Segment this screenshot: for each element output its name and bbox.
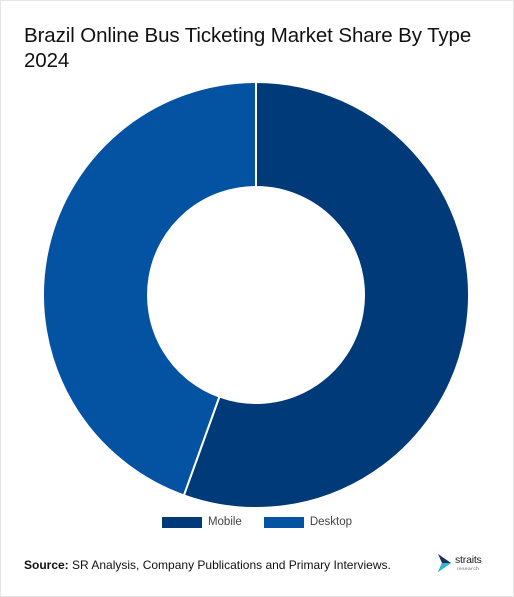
logo-word: straits <box>455 554 482 566</box>
donut-slice-desktop[interactable] <box>42 80 257 497</box>
chart-legend: Mobile Desktop <box>1 516 513 528</box>
chart-title: Brazil Online Bus Ticketing Market Share… <box>24 24 472 72</box>
source-note: Source: SR Analysis, Company Publication… <box>24 558 391 572</box>
source-text: SR Analysis, Company Publications and Pr… <box>68 558 391 572</box>
source-label: Source: <box>24 558 69 572</box>
legend-swatch-mobile <box>161 516 202 528</box>
legend-label-mobile: Mobile <box>207 516 242 528</box>
straits-logo-icon <box>438 554 451 572</box>
legend-label-desktop: Desktop <box>309 516 353 528</box>
straits-research-logo: straits research <box>437 552 497 576</box>
donut-chart <box>42 80 470 509</box>
donut-slices <box>42 80 470 509</box>
donut-slice-mobile[interactable] <box>182 80 470 509</box>
legend-swatch-desktop <box>263 516 304 528</box>
legend-item-mobile[interactable]: Mobile <box>161 516 242 528</box>
logo-sub: research <box>457 566 480 571</box>
legend-item-desktop[interactable]: Desktop <box>263 516 353 528</box>
